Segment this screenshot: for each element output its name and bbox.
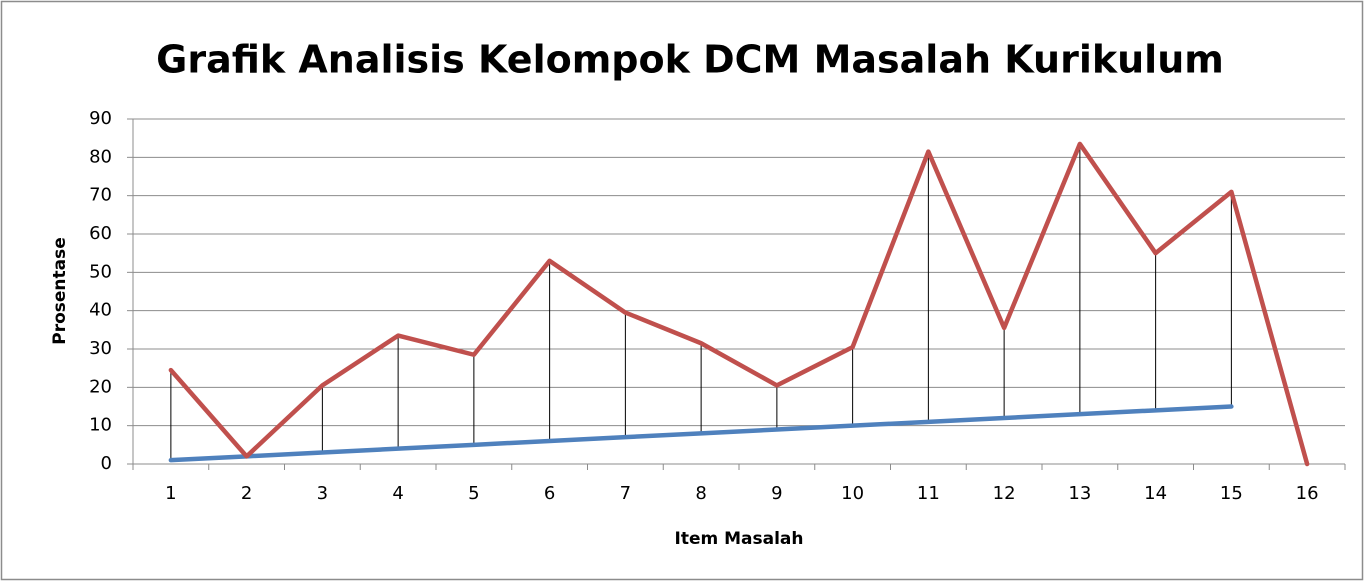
x-tick-label: 8 bbox=[695, 483, 706, 504]
y-tick-label: 50 bbox=[89, 261, 112, 282]
y-tick-label: 90 bbox=[89, 108, 112, 129]
series-line bbox=[168, 141, 1310, 467]
y-tick-label: 30 bbox=[89, 338, 112, 359]
x-tick-label: 7 bbox=[620, 483, 631, 504]
x-tick-label: 4 bbox=[392, 483, 403, 504]
x-tick-label: 14 bbox=[1144, 483, 1167, 504]
x-tick-label: 11 bbox=[917, 483, 940, 504]
x-tick-label: 16 bbox=[1296, 483, 1319, 504]
x-axis-title: Item Masalah bbox=[675, 529, 804, 549]
y-tick-label: 70 bbox=[89, 185, 112, 206]
x-tick-label: 9 bbox=[771, 483, 782, 504]
x-tick-label: 3 bbox=[317, 483, 328, 504]
x-tick-label: 1 bbox=[165, 483, 176, 504]
x-tick-label: 6 bbox=[544, 483, 555, 504]
y-tick-label: 0 bbox=[101, 453, 112, 474]
x-tick-label: 5 bbox=[468, 483, 479, 504]
x-tick-label: 10 bbox=[841, 483, 864, 504]
y-tick-label: 10 bbox=[89, 415, 112, 436]
x-tick-label: 2 bbox=[241, 483, 252, 504]
y-tick-label: 40 bbox=[89, 300, 112, 321]
chart-title: Grafik Analisis Kelompok DCM Masalah Kur… bbox=[156, 38, 1224, 82]
x-tick-label: 12 bbox=[993, 483, 1016, 504]
y-tick-label: 60 bbox=[89, 223, 112, 244]
y-axis-title: Prosentase bbox=[50, 237, 70, 345]
y-tick-label: 80 bbox=[89, 146, 112, 167]
series-line bbox=[168, 404, 1234, 463]
x-tick-label: 15 bbox=[1220, 483, 1243, 504]
x-tick-label: 13 bbox=[1068, 483, 1091, 504]
y-tick-label: 20 bbox=[89, 376, 112, 397]
